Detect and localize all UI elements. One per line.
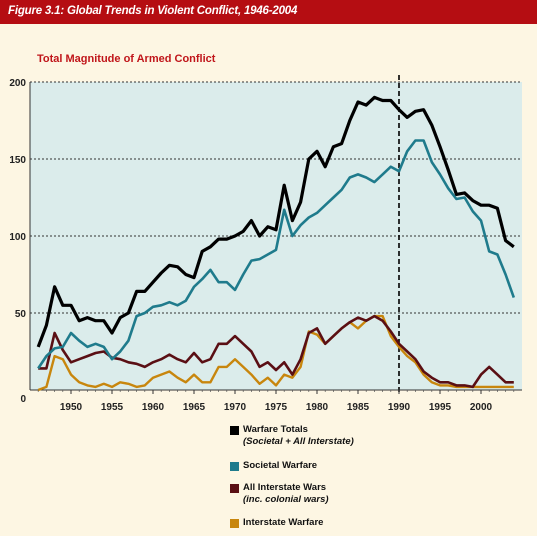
x-tick-label: 1995 (429, 402, 452, 413)
legend-label-interstate-warfare: Interstate Warfare (243, 517, 324, 528)
series-line-all-interstate-wars (38, 314, 514, 389)
x-tick-label: 1985 (347, 402, 370, 413)
x-tick-label: 2000 (470, 402, 493, 413)
x-tick-label: 1975 (265, 402, 288, 413)
legend-sublabel-warfare-totals: (Societal + All Interstate) (243, 436, 354, 447)
y-tick-label: 0 (20, 394, 26, 405)
legend-label-all-interstate-wars: All Interstate Wars (243, 482, 327, 493)
x-tick-label: 1990 (388, 402, 411, 413)
legend-swatch-interstate-warfare (230, 519, 239, 528)
figure-title: Figure 3.1: Global Trends in Violent Con… (8, 5, 298, 17)
x-tick-label: 1960 (142, 402, 165, 413)
legend-label-societal-warfare: Societal Warfare (243, 460, 318, 471)
series-line-societal-warfare (37, 139, 516, 370)
y-tick-label: 150 (9, 155, 26, 166)
x-tick-label: 1980 (306, 402, 329, 413)
legend-swatch-all-interstate-wars (230, 484, 239, 493)
legend-label-warfare-totals: Warfare Totals (243, 424, 308, 435)
y-tick-label: 50 (15, 309, 27, 320)
y-tick-label: 200 (9, 78, 26, 89)
x-tick-label: 1965 (183, 402, 206, 413)
legend-sublabel-all-interstate-wars: (inc. colonial wars) (243, 494, 329, 505)
chart-title: Total Magnitude of Armed Conflict (37, 53, 216, 65)
series-line-warfare-totals (36, 95, 515, 348)
series-line-interstate-warfare (37, 314, 514, 392)
figure-title-bar: Figure 3.1: Global Trends in Violent Con… (0, 0, 537, 24)
x-tick-label: 1970 (224, 402, 247, 413)
legend-swatch-societal-warfare (230, 462, 239, 471)
x-tick-label: 1950 (60, 402, 83, 413)
legend-swatch-warfare-totals (230, 426, 239, 435)
x-tick-label: 1955 (101, 402, 124, 413)
y-tick-label: 100 (9, 232, 26, 243)
